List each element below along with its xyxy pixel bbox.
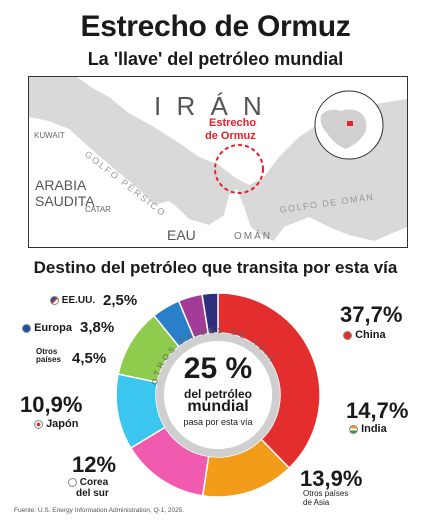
label-india-name: India <box>349 423 387 436</box>
donut-inner-ring <box>156 333 280 457</box>
label-saudita: SAUDITA <box>35 193 95 209</box>
center-value: 25 % <box>183 352 253 385</box>
japan-flag-icon <box>34 419 43 429</box>
section-title: Destino del petróleo que transita por es… <box>33 258 398 277</box>
label-eau: EAU <box>167 227 196 243</box>
eu-flag-icon <box>22 323 31 333</box>
label-japon-text: Japón <box>46 418 79 430</box>
label-corea-name: Corea del sur <box>68 477 109 499</box>
label-japon-value: 10,9% <box>20 392 83 417</box>
label-eeuu-name: EE.UU. <box>50 295 96 307</box>
source-note: Fuente: U.S. Energy Information Administ… <box>14 507 185 514</box>
label-kuwait: KUWAIT <box>34 131 65 140</box>
label-india-text: India <box>361 423 387 435</box>
label-china-text: China <box>355 329 386 341</box>
center-line2: mundial <box>187 398 249 415</box>
label-eeuu-text: EE.UU. <box>61 295 96 307</box>
label-eeuu-value: 2,5% <box>103 292 138 309</box>
label-china-name: China <box>343 329 386 342</box>
hormuz-map: I R Á N KUWAIT ARABIA SAUDITA CATAR GOLF… <box>28 76 408 248</box>
map-land-iran <box>29 77 407 185</box>
label-qatar: CATAR <box>85 205 111 214</box>
label-europa-name: Europa <box>22 322 72 335</box>
label-europa-value: 3,8% <box>80 319 115 336</box>
map-globe-marker <box>347 121 353 126</box>
label-iran: I R Á N <box>154 91 266 121</box>
label-estrecho-1: Estrecho <box>209 117 257 129</box>
usa-flag-icon <box>50 296 59 305</box>
page-title: Estrecho de Ormuz <box>80 10 351 43</box>
label-corea-value: 12% <box>72 452 117 477</box>
label-europa-text: Europa <box>34 322 72 334</box>
label-otros-asia-name: Otros países de Asia <box>303 489 349 508</box>
strait-circle <box>214 144 264 194</box>
korea-flag-icon <box>68 478 77 487</box>
map-globe-land <box>320 109 367 149</box>
label-estrecho-2: de Ormuz <box>205 130 256 142</box>
label-japon-name: Japón <box>34 418 79 431</box>
label-otros-name: Otros países <box>36 347 61 365</box>
china-flag-icon <box>343 330 352 340</box>
center-line3: pasa por esta vía <box>183 417 253 427</box>
label-otros-line1: Otros <box>36 347 58 356</box>
map-land-oman <box>269 217 407 247</box>
center-line1: del petróleo <box>183 387 252 401</box>
map-svg <box>29 77 407 247</box>
label-china-value: 37,7% <box>340 302 403 327</box>
label-otros-asia-value: 13,9% <box>300 466 363 491</box>
label-oman: OMÁN <box>234 231 272 242</box>
donut-group <box>115 292 321 498</box>
label-otros-value: 4,5% <box>72 350 107 367</box>
label-corea-line2: del sur <box>76 487 109 499</box>
label-otros-asia-line1: Otros países <box>303 489 349 498</box>
label-corea-line1: Corea <box>79 477 109 489</box>
donut-hole <box>164 341 272 449</box>
label-otros-line2: países <box>36 355 61 365</box>
label-arabia: ARABIA <box>35 177 87 193</box>
map-land-arabia <box>29 117 289 247</box>
label-india-value: 14,7% <box>346 398 409 423</box>
label-otros-asia-line2: de Asia <box>303 497 330 507</box>
page-subtitle: La 'llave' del petróleo mundial <box>87 49 344 69</box>
india-flag-icon <box>349 424 358 434</box>
